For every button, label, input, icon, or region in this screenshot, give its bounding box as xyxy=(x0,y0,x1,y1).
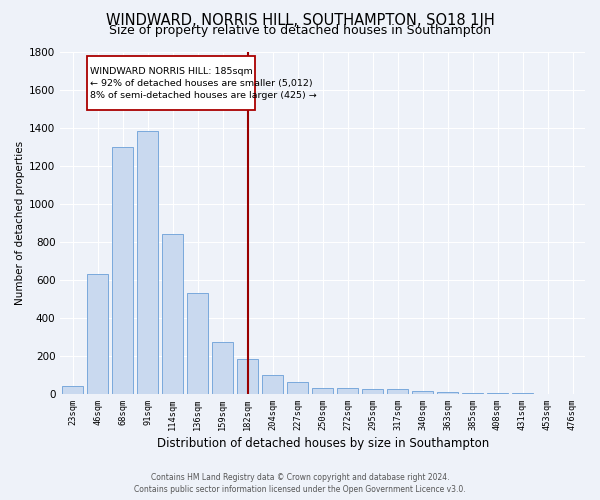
Bar xyxy=(412,391,433,394)
Bar xyxy=(62,386,83,394)
Bar xyxy=(137,132,158,394)
Text: Contains HM Land Registry data © Crown copyright and database right 2024.
Contai: Contains HM Land Registry data © Crown c… xyxy=(134,473,466,494)
Bar xyxy=(212,342,233,394)
Y-axis label: Number of detached properties: Number of detached properties xyxy=(15,140,25,304)
Bar xyxy=(487,393,508,394)
Text: WINDWARD NORRIS HILL: 185sqm
← 92% of detached houses are smaller (5,012)
8% of : WINDWARD NORRIS HILL: 185sqm ← 92% of de… xyxy=(90,67,317,100)
Bar xyxy=(312,388,333,394)
Bar xyxy=(262,374,283,394)
Bar xyxy=(362,389,383,394)
Bar xyxy=(112,146,133,394)
Bar xyxy=(237,360,258,394)
Bar xyxy=(86,56,255,110)
Bar xyxy=(462,392,483,394)
Text: WINDWARD, NORRIS HILL, SOUTHAMPTON, SO18 1JH: WINDWARD, NORRIS HILL, SOUTHAMPTON, SO18… xyxy=(106,12,494,28)
Text: Size of property relative to detached houses in Southampton: Size of property relative to detached ho… xyxy=(109,24,491,37)
Bar xyxy=(162,234,184,394)
Bar xyxy=(87,274,109,394)
Bar xyxy=(387,389,408,394)
Bar xyxy=(187,293,208,394)
Bar xyxy=(437,392,458,394)
Bar xyxy=(337,388,358,394)
Bar xyxy=(287,382,308,394)
X-axis label: Distribution of detached houses by size in Southampton: Distribution of detached houses by size … xyxy=(157,437,489,450)
